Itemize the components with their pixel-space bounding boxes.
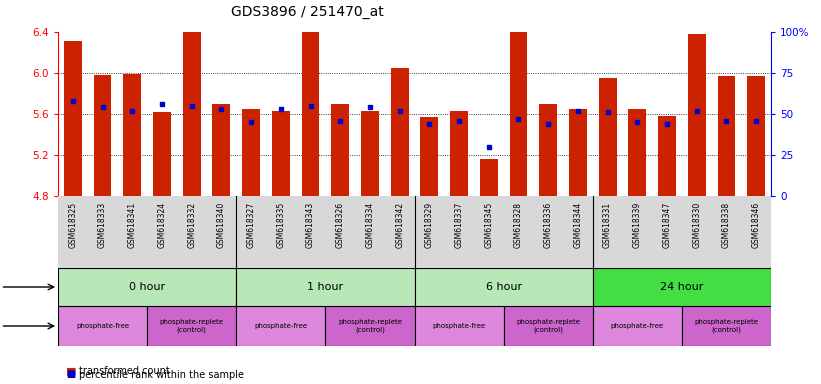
Bar bbox=[593, 268, 771, 306]
Bar bbox=[479, 159, 498, 196]
Text: phosphate-replete
(control): phosphate-replete (control) bbox=[516, 319, 580, 333]
Text: GSM618326: GSM618326 bbox=[336, 202, 345, 248]
Text: GSM618337: GSM618337 bbox=[455, 202, 464, 248]
Text: GSM618339: GSM618339 bbox=[633, 202, 642, 248]
Text: phosphate-free: phosphate-free bbox=[255, 323, 307, 329]
Text: phosphate-replete
(control): phosphate-replete (control) bbox=[695, 319, 759, 333]
Text: GSM618344: GSM618344 bbox=[573, 202, 582, 248]
Text: GSM618324: GSM618324 bbox=[158, 202, 167, 248]
Bar bbox=[236, 268, 415, 306]
Text: GSM618336: GSM618336 bbox=[544, 202, 553, 248]
Bar bbox=[213, 104, 231, 196]
Bar bbox=[332, 104, 349, 196]
Text: GSM618347: GSM618347 bbox=[663, 202, 672, 248]
Bar bbox=[415, 268, 593, 306]
Text: ■: ■ bbox=[67, 366, 76, 376]
Bar bbox=[153, 112, 171, 196]
Bar bbox=[682, 306, 771, 346]
Text: 1 hour: 1 hour bbox=[307, 282, 343, 292]
Bar bbox=[183, 27, 200, 196]
Bar bbox=[415, 306, 503, 346]
Text: GSM618343: GSM618343 bbox=[306, 202, 315, 248]
Text: GSM618334: GSM618334 bbox=[365, 202, 374, 248]
Bar bbox=[420, 117, 438, 196]
Text: GSM618341: GSM618341 bbox=[128, 202, 137, 248]
Bar bbox=[64, 41, 82, 196]
Bar bbox=[236, 306, 325, 346]
Bar bbox=[147, 306, 236, 346]
Bar bbox=[450, 111, 468, 196]
Text: GSM618327: GSM618327 bbox=[246, 202, 255, 248]
Text: GSM618325: GSM618325 bbox=[68, 202, 77, 248]
Bar bbox=[718, 76, 736, 196]
Bar bbox=[361, 111, 378, 196]
Text: 24 hour: 24 hour bbox=[660, 282, 704, 292]
Text: 6 hour: 6 hour bbox=[485, 282, 521, 292]
Bar bbox=[658, 116, 676, 196]
Bar bbox=[569, 109, 587, 196]
Bar bbox=[301, 27, 319, 196]
Text: percentile rank within the sample: percentile rank within the sample bbox=[79, 369, 244, 379]
Text: GSM618338: GSM618338 bbox=[722, 202, 731, 248]
Bar bbox=[94, 75, 112, 196]
Bar bbox=[688, 34, 705, 196]
Text: GDS3896 / 251470_at: GDS3896 / 251470_at bbox=[232, 5, 384, 19]
Text: GSM618345: GSM618345 bbox=[484, 202, 493, 248]
Bar bbox=[593, 306, 682, 346]
Text: ■: ■ bbox=[67, 369, 76, 379]
Text: phosphate-free: phosphate-free bbox=[433, 323, 486, 329]
Bar bbox=[58, 268, 236, 306]
Text: GSM618342: GSM618342 bbox=[395, 202, 404, 248]
Text: transformed count: transformed count bbox=[79, 366, 169, 376]
Bar bbox=[391, 68, 409, 196]
Bar bbox=[503, 306, 593, 346]
Text: GSM618335: GSM618335 bbox=[277, 202, 286, 248]
Text: GSM618340: GSM618340 bbox=[217, 202, 226, 248]
Text: phosphate-free: phosphate-free bbox=[76, 323, 129, 329]
Text: GSM618346: GSM618346 bbox=[752, 202, 760, 248]
Text: GSM618333: GSM618333 bbox=[98, 202, 107, 248]
Bar bbox=[123, 74, 141, 196]
Bar bbox=[242, 109, 260, 196]
Text: phosphate-free: phosphate-free bbox=[611, 323, 664, 329]
Bar bbox=[539, 104, 557, 196]
Bar bbox=[599, 78, 617, 196]
Text: phosphate-replete
(control): phosphate-replete (control) bbox=[160, 319, 223, 333]
Bar bbox=[58, 306, 147, 346]
Text: GSM618332: GSM618332 bbox=[187, 202, 196, 248]
Text: GSM618329: GSM618329 bbox=[424, 202, 433, 248]
Bar bbox=[272, 111, 290, 196]
Text: GSM618330: GSM618330 bbox=[692, 202, 701, 248]
Text: GSM618331: GSM618331 bbox=[603, 202, 612, 248]
Text: GSM618328: GSM618328 bbox=[514, 202, 523, 248]
Bar bbox=[510, 29, 527, 196]
Bar bbox=[325, 306, 415, 346]
Bar bbox=[747, 76, 765, 196]
Text: 0 hour: 0 hour bbox=[129, 282, 165, 292]
Text: phosphate-replete
(control): phosphate-replete (control) bbox=[338, 319, 402, 333]
Bar bbox=[628, 109, 646, 196]
